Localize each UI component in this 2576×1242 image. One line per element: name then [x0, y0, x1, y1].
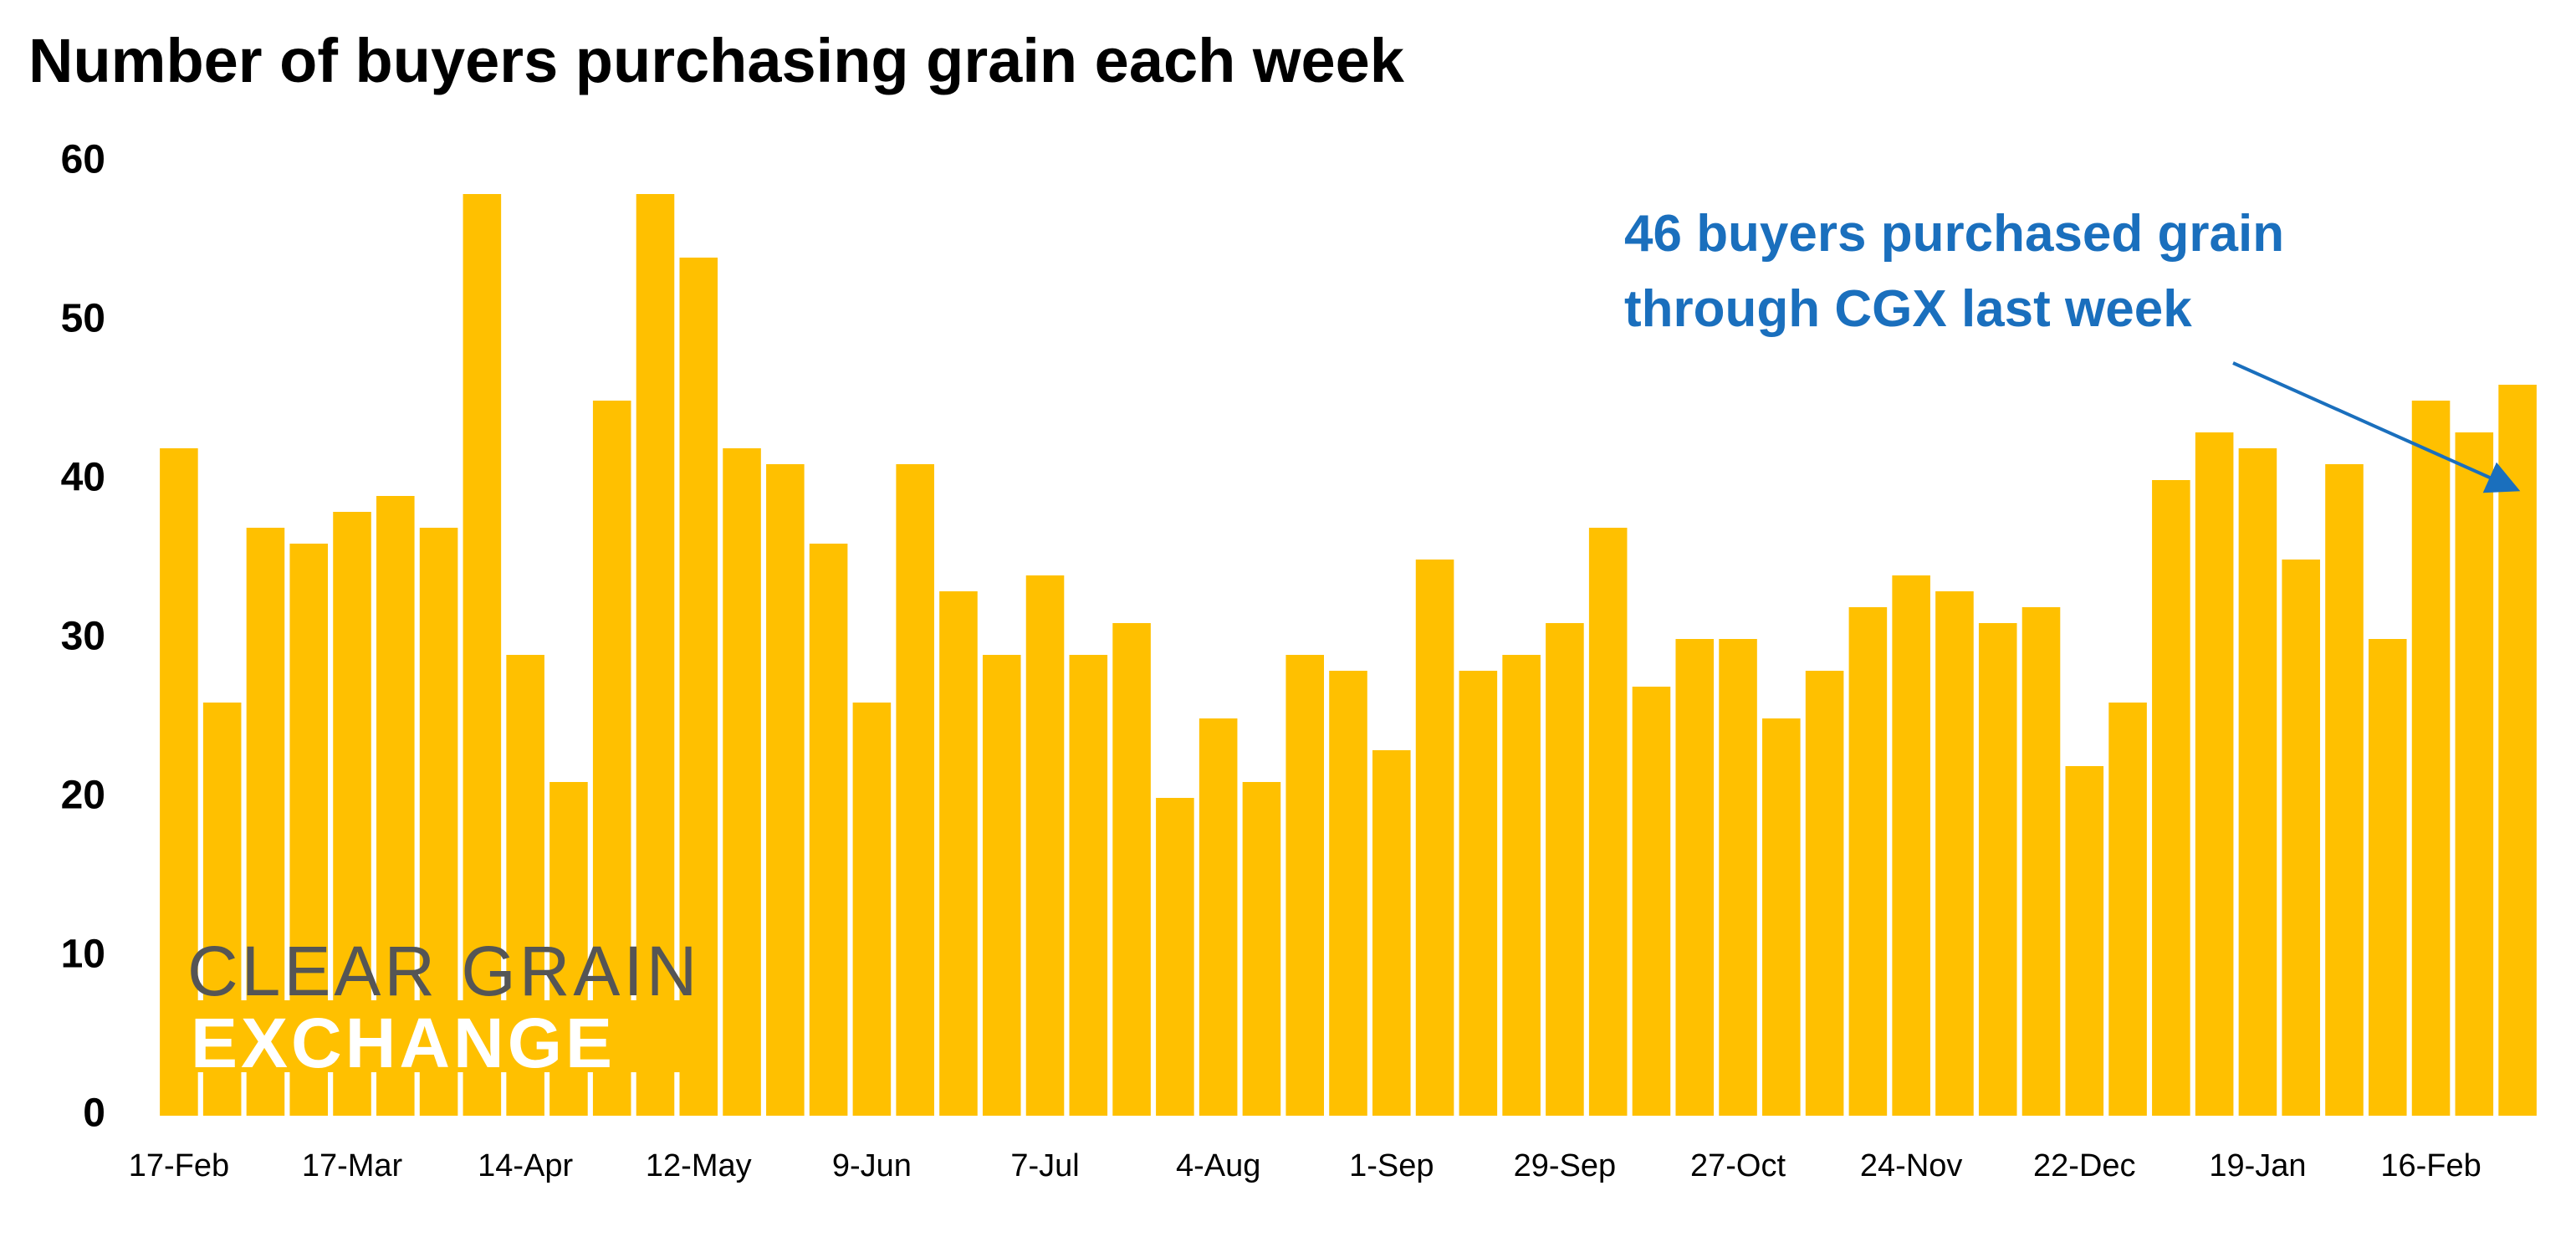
x-tick-label: 22-Dec	[2033, 1148, 2136, 1183]
bar	[1415, 560, 1454, 1116]
bar	[1069, 655, 1108, 1116]
bar	[1199, 718, 1238, 1116]
bar	[1459, 671, 1498, 1116]
y-tick-label: 20	[61, 774, 105, 818]
bar	[592, 401, 631, 1116]
bar	[1285, 655, 1325, 1116]
bar	[2021, 607, 2061, 1116]
annotation-text: 46 buyers purchased grain	[1624, 205, 2284, 263]
bar	[1112, 623, 1151, 1116]
bar	[463, 194, 502, 1116]
bar	[1935, 591, 1974, 1116]
bar	[1978, 623, 2017, 1116]
x-tick-label: 17-Mar	[302, 1148, 403, 1183]
y-tick-label: 60	[61, 138, 105, 182]
logo-text: CLEAR GRAIN	[187, 932, 700, 1010]
bar	[2282, 560, 2320, 1116]
x-tick-label: 24-Nov	[1860, 1148, 1963, 1183]
annotation-arrow	[2232, 361, 2521, 493]
bar	[2325, 464, 2364, 1116]
bar	[1675, 639, 1715, 1116]
plot-area: 0 10 20 30 40 50 60 17-Feb 17-Mar 14-Apr 12-May 9-J…	[61, 138, 2537, 1183]
annotation-text: through CGX last week	[1624, 280, 2192, 338]
logo-text: EXCHANGE	[191, 1004, 616, 1082]
bar	[636, 194, 675, 1116]
bar	[2108, 703, 2147, 1116]
annotation: 46 buyers purchased grain through CGX la…	[1624, 205, 2521, 493]
bar	[2065, 766, 2104, 1116]
bar	[2368, 639, 2407, 1116]
bar	[2152, 480, 2190, 1116]
y-tick-label: 30	[61, 615, 105, 659]
bar	[939, 591, 978, 1116]
x-tick-label: 9-Jun	[832, 1148, 912, 1183]
bar	[679, 258, 718, 1116]
bar	[852, 703, 892, 1116]
bar	[1372, 750, 1411, 1116]
x-tick-label: 16-Feb	[2380, 1148, 2481, 1183]
bar	[1546, 623, 1584, 1116]
bar	[2238, 448, 2277, 1116]
logo-band	[191, 1000, 716, 1072]
bar	[1156, 798, 1194, 1116]
bar	[1632, 687, 1671, 1116]
bar	[1848, 607, 1888, 1116]
y-tick-label: 50	[61, 297, 105, 341]
bar	[896, 464, 934, 1116]
y-tick-label: 0	[83, 1091, 105, 1136]
bar	[723, 448, 761, 1116]
x-tick-label: 19-Jan	[2209, 1148, 2306, 1183]
bar	[1762, 718, 1801, 1116]
x-tick-label: 27-Oct	[1690, 1148, 1786, 1183]
x-tick-label: 4-Aug	[1176, 1148, 1260, 1183]
y-tick-label: 40	[61, 456, 105, 500]
bar	[2411, 401, 2451, 1116]
bar	[809, 544, 848, 1116]
x-tick-label: 29-Sep	[1514, 1148, 1617, 1183]
x-tick-label: 12-May	[646, 1148, 752, 1183]
bar	[1588, 528, 1628, 1116]
x-tick-label: 17-Feb	[129, 1148, 229, 1183]
chart-title: Number of buyers purchasing grain each w…	[28, 26, 1405, 95]
bar	[1242, 782, 1281, 1116]
bar	[2455, 432, 2494, 1116]
bar	[766, 464, 805, 1116]
bar	[2195, 432, 2234, 1116]
bar	[1502, 655, 1541, 1116]
bar	[982, 655, 1021, 1116]
x-tick-label: 1-Sep	[1349, 1148, 1434, 1183]
bar	[1329, 671, 1367, 1116]
x-tick-label: 14-Apr	[478, 1148, 573, 1183]
bar	[1805, 671, 1844, 1116]
logo: CLEAR GRAIN EXCHANGE	[187, 932, 716, 1082]
x-tick-label: 7-Jul	[1010, 1148, 1079, 1183]
bar	[1025, 575, 1065, 1116]
bar	[1892, 575, 1930, 1116]
bar	[1719, 639, 1757, 1116]
y-tick-label: 10	[61, 933, 105, 977]
bar	[2498, 385, 2537, 1116]
